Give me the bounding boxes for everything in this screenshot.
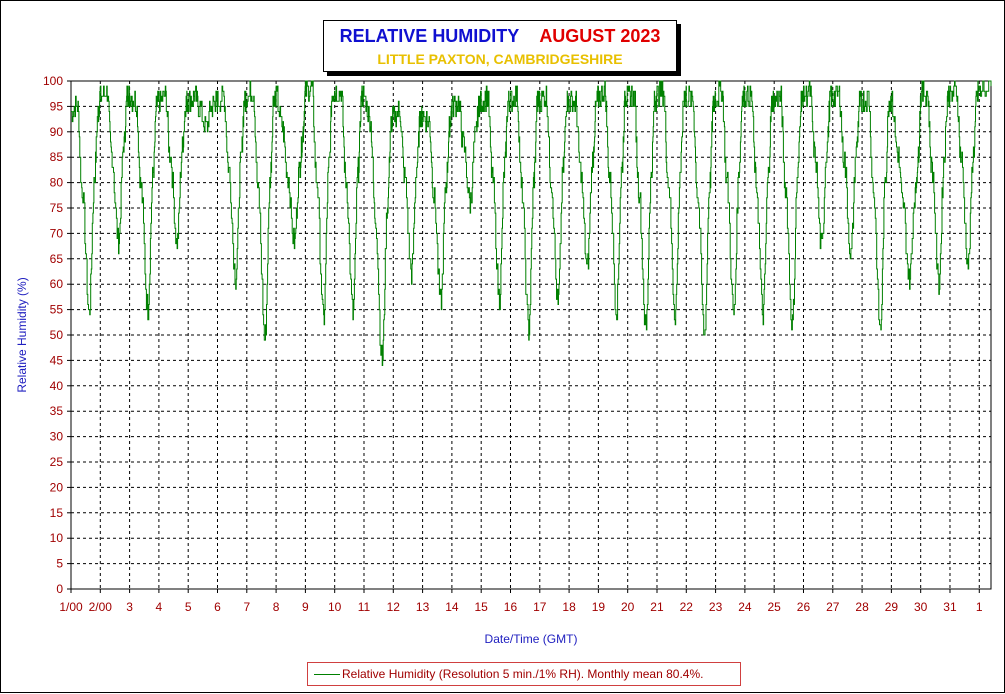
x-tick-label: 18 [562,600,576,614]
chart-title-box: RELATIVE HUMIDITY AUGUST 2023 LITTLE PAXT… [323,20,677,72]
chart-title-line: RELATIVE HUMIDITY AUGUST 2023 [324,26,676,47]
x-tick-label: 1/00 [59,600,83,614]
x-tick-label: 29 [885,600,899,614]
x-tick-label: 23 [709,600,723,614]
x-tick-label: 12 [387,600,401,614]
x-tick-label: 15 [475,600,489,614]
x-tick-label: 6 [214,600,221,614]
x-tick-label: 30 [914,600,928,614]
y-tick-label: 65 [50,252,64,266]
y-tick-label: 70 [50,226,64,240]
y-tick-label: 80 [50,176,64,190]
series-line-relative-humidity [71,80,992,366]
chart-subtitle: LITTLE PAXTON, CAMBRIDGESHIRE [377,51,623,67]
x-tick-label: 1 [976,600,983,614]
x-tick-label: 2/00 [89,600,113,614]
legend-swatch [314,674,340,675]
y-tick-label: 10 [50,531,64,545]
y-tick-label: 100 [43,74,63,88]
y-tick-label: 95 [50,99,64,113]
x-tick-label: 3 [126,600,133,614]
x-tick-label: 9 [302,600,309,614]
y-tick-label: 90 [50,125,64,139]
x-tick-label: 21 [650,600,664,614]
y-tick-label: 25 [50,455,64,469]
chart-title: RELATIVE HUMIDITY [339,26,520,46]
y-tick-label: 20 [50,480,64,494]
x-tick-label: 31 [943,600,957,614]
y-axis-label: Relative Humidity (%) [15,277,29,392]
chart-legend: Relative Humidity (Resolution 5 min./1% … [307,662,741,686]
x-tick-label: 20 [621,600,635,614]
x-tick-label: 17 [533,600,547,614]
x-axis-label: Date/Time (GMT) [485,632,578,646]
y-tick-label: 50 [50,328,64,342]
chart-title-period: AUGUST 2023 [539,26,661,46]
x-tick-label: 26 [797,600,811,614]
x-tick-label: 13 [416,600,430,614]
y-tick-label: 60 [50,277,64,291]
y-tick-label: 5 [56,557,63,571]
y-tick-label: 30 [50,430,64,444]
y-tick-label: 0 [56,582,63,596]
x-tick-label: 11 [358,600,371,614]
y-tick-label: 55 [50,303,64,317]
y-tick-label: 75 [50,201,64,215]
plot-border [70,80,992,590]
legend-entry: Relative Humidity (Resolution 5 min./1% … [342,667,704,681]
x-tick-label: 14 [445,600,459,614]
y-tick-label: 40 [50,379,64,393]
x-tick-label: 7 [243,600,250,614]
x-tick-label: 16 [504,600,518,614]
x-tick-label: 28 [855,600,869,614]
y-tick-label: 35 [50,404,64,418]
x-tick-label: 10 [328,600,342,614]
y-tick-label: 45 [50,353,64,367]
x-tick-label: 27 [826,600,840,614]
x-tick-label: 8 [273,600,280,614]
x-tick-label: 22 [680,600,694,614]
y-tick-label: 85 [50,150,64,164]
x-tick-label: 4 [156,600,163,614]
x-tick-label: 5 [185,600,192,614]
x-tick-label: 19 [592,600,606,614]
x-tick-label: 24 [738,600,752,614]
x-tick-label: 25 [768,600,782,614]
y-tick-label: 15 [50,506,64,520]
